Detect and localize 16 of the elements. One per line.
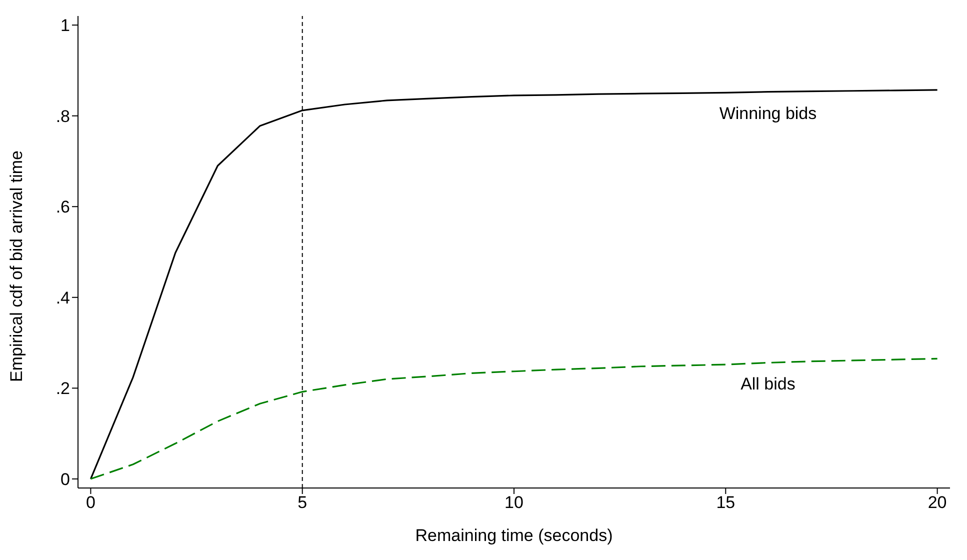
y-tick-label: .6 — [56, 198, 70, 217]
y-tick-label: .4 — [56, 288, 70, 308]
y-tick-label: .8 — [56, 106, 70, 126]
y-tick-label: 1 — [60, 16, 70, 36]
x-tick-label: 20 — [928, 493, 947, 512]
y-tick-label: .2 — [56, 379, 70, 398]
series-label: Winning bids — [719, 104, 817, 123]
y-tick-label: 0 — [60, 470, 70, 489]
x-tick-label: 5 — [298, 493, 308, 512]
y-axis-title: Empirical cdf of bid arrival time — [7, 150, 26, 382]
x-tick-label: 10 — [504, 493, 524, 512]
line-series — [90, 358, 938, 480]
x-tick-label: 0 — [86, 493, 96, 512]
series-label: All bids — [740, 374, 796, 394]
x-axis-title: Remaining time (seconds) — [415, 526, 613, 545]
x-tick-label: 15 — [716, 493, 736, 512]
